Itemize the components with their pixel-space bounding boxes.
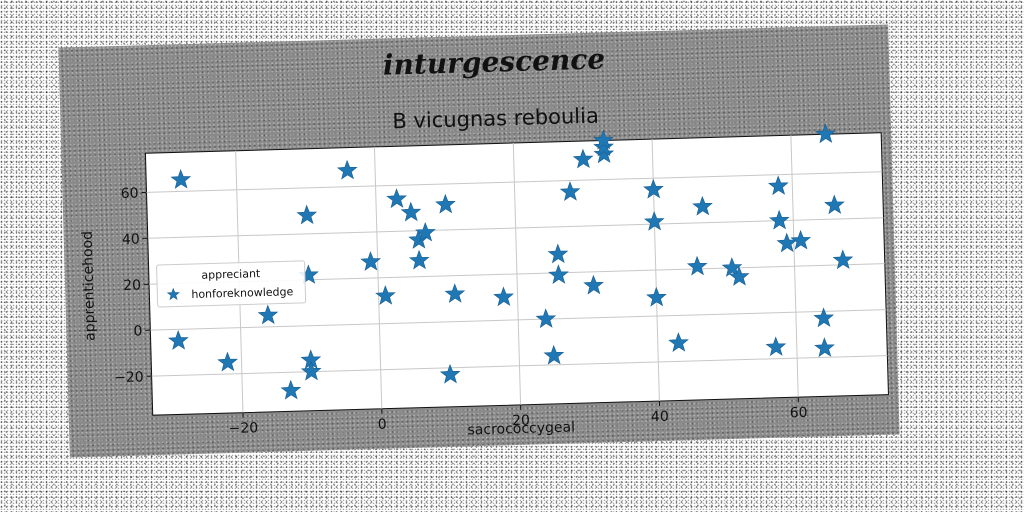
- data-point-star: [593, 129, 614, 150]
- data-point-star: [360, 251, 381, 271]
- data-point-star: [593, 143, 615, 164]
- point-layer: [168, 123, 854, 400]
- data-point-star: [296, 204, 318, 225]
- y-gridline: [146, 171, 883, 193]
- data-point-star: [815, 123, 836, 144]
- legend-title: appreciant: [201, 267, 261, 282]
- data-point-star: [408, 249, 430, 270]
- data-point-star: [375, 285, 396, 305]
- data-point-star: [593, 136, 614, 157]
- y-tick-label: 20: [123, 277, 141, 293]
- legend-entry-label: honforeknowledge: [191, 285, 294, 301]
- y-axis-label: apprenticehood: [80, 231, 99, 341]
- data-point-star: [643, 210, 665, 231]
- data-point-star: [790, 229, 812, 250]
- data-point-star: [543, 344, 565, 365]
- data-point-star: [721, 257, 743, 277]
- chart-suptitle: inturgescence: [382, 42, 605, 81]
- x-tick-label: −20: [228, 420, 258, 437]
- data-point-star: [572, 148, 594, 169]
- data-point-star: [168, 330, 189, 350]
- y-gridline: [151, 355, 888, 377]
- y-tick-label: 0: [133, 323, 142, 339]
- data-point-star: [728, 266, 750, 286]
- y-gridline: [150, 309, 887, 331]
- chart-svg: inturgescence B vicugnas reboulia −20 0 20…: [80, 42, 889, 438]
- x-tick-label: 60: [790, 405, 808, 421]
- data-point-star: [170, 169, 192, 189]
- data-point-star: [217, 351, 238, 372]
- data-point-star: [832, 249, 854, 270]
- legend-marker-star: [166, 287, 180, 301]
- data-point-star: [686, 255, 708, 276]
- data-point-star: [768, 175, 789, 196]
- data-point-star: [493, 286, 514, 307]
- data-point-star: [813, 307, 835, 328]
- x-tick-label: 40: [651, 409, 669, 425]
- data-point-star: [643, 178, 664, 199]
- y-tick-label: 60: [120, 186, 138, 202]
- y-gridline: [147, 217, 884, 239]
- data-point-star: [280, 379, 302, 400]
- data-point-star: [444, 283, 466, 304]
- y-tick-label: 40: [122, 232, 140, 248]
- data-point-star: [547, 243, 569, 264]
- data-point-star: [439, 363, 461, 384]
- data-point-star: [415, 221, 436, 242]
- data-point-star: [824, 194, 845, 215]
- legend: appreciant honforeknowledge: [156, 260, 307, 308]
- x-tick-label: 0: [378, 417, 387, 433]
- data-point-star: [435, 193, 456, 214]
- tick-layer: −20 0 20 40 60 −20 0 20 40 60: [114, 186, 808, 437]
- data-point-star: [814, 337, 835, 358]
- chart-figure: inturgescence B vicugnas reboulia −20 0 20…: [58, 24, 900, 458]
- y-tick-label: −20: [114, 369, 144, 386]
- legend-box: [156, 260, 307, 308]
- x-tick-label: 20: [512, 413, 530, 429]
- data-point-star: [257, 304, 279, 325]
- data-point-star: [336, 159, 358, 180]
- chart-title: B vicugnas reboulia: [392, 104, 599, 134]
- data-point-star: [668, 332, 689, 352]
- data-point-star: [535, 308, 557, 329]
- data-point-star: [765, 336, 787, 357]
- data-point-star: [300, 360, 322, 381]
- data-point-star: [386, 188, 407, 209]
- data-point-star: [646, 286, 667, 307]
- data-point-star: [583, 274, 604, 295]
- data-point-star: [400, 201, 422, 222]
- data-point-star: [559, 181, 581, 201]
- data-point-star: [548, 264, 569, 285]
- data-point-star: [692, 195, 713, 216]
- data-point-star: [768, 209, 790, 230]
- x-axis-label: sacrococcygeal: [467, 419, 575, 438]
